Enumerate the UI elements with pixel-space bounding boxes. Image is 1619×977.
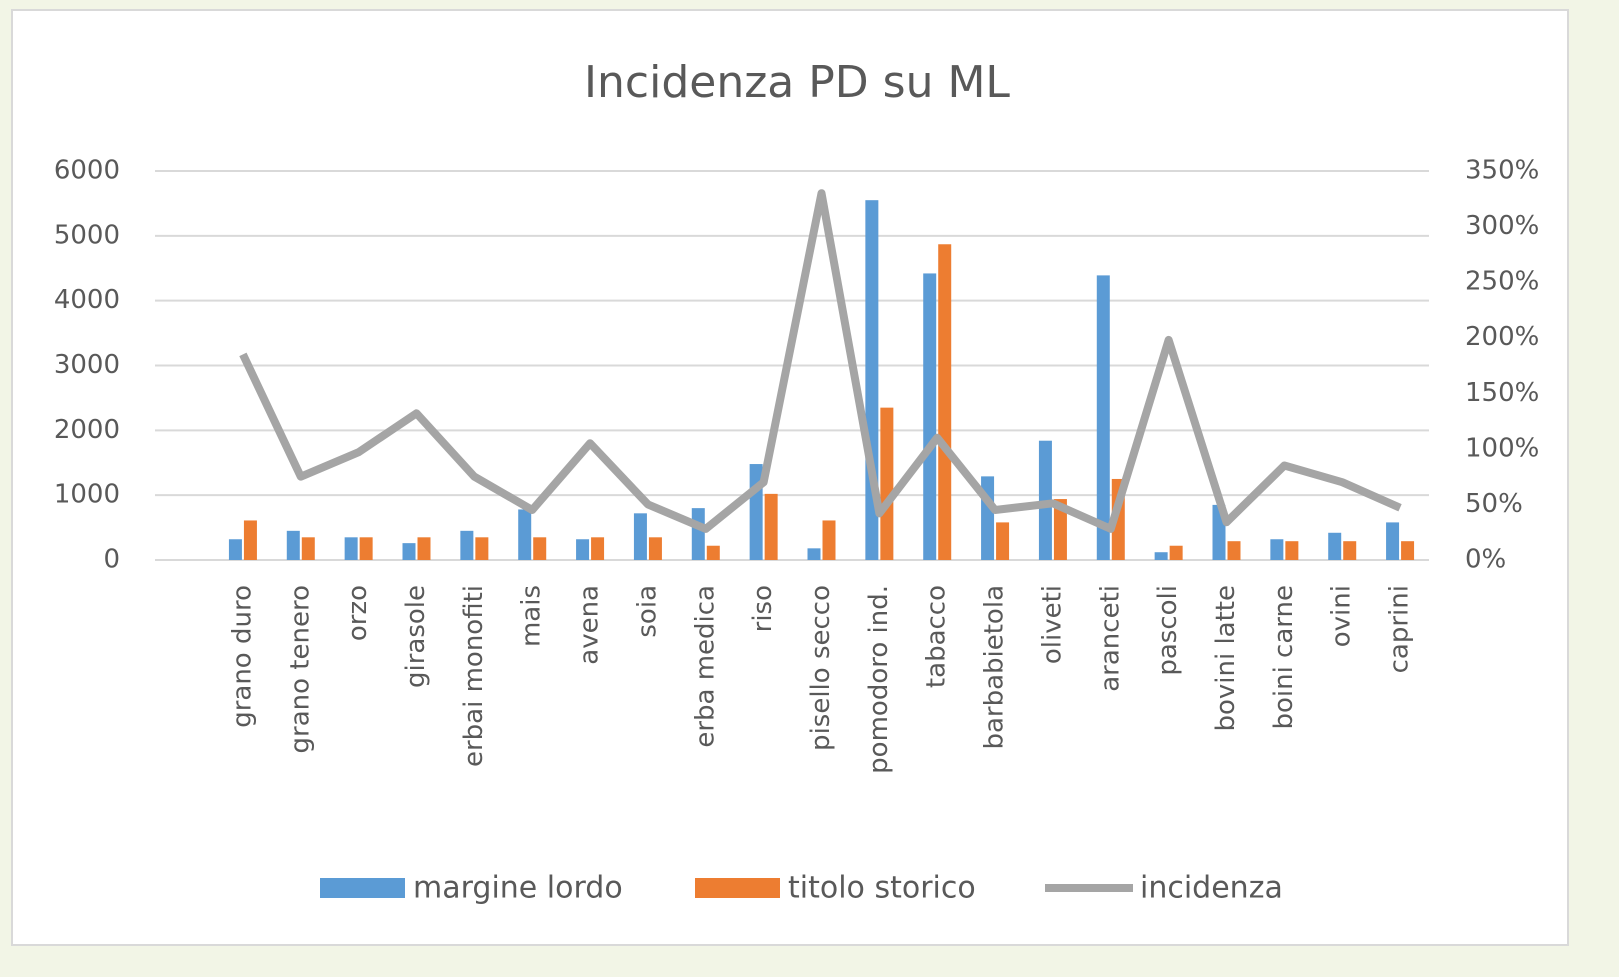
bar — [533, 537, 547, 560]
legend-swatch — [320, 878, 405, 898]
x-tick-label: mais — [517, 585, 547, 647]
bar — [807, 548, 821, 560]
bar — [1328, 532, 1342, 560]
legend-label: margine lordo — [413, 871, 623, 906]
bar — [460, 530, 474, 560]
bar — [228, 539, 242, 560]
x-tick-label: erbai monofiti — [459, 585, 489, 767]
bar — [475, 537, 489, 560]
bar — [764, 493, 778, 560]
bar — [1401, 541, 1415, 560]
y-tick-label: 0 — [103, 545, 120, 575]
y-tick-label: 5000 — [54, 220, 120, 250]
bar — [633, 513, 647, 560]
legend-label: incidenza — [1140, 871, 1283, 906]
bar — [1343, 541, 1357, 560]
bar — [996, 522, 1010, 560]
bar — [691, 508, 705, 560]
y-tick-label: 4000 — [54, 285, 120, 315]
bar — [1386, 522, 1400, 560]
y2-tick-label: 50% — [1465, 489, 1523, 519]
x-tick-label: soia — [632, 585, 662, 638]
bar — [402, 543, 416, 560]
y-tick-label: 3000 — [54, 350, 120, 380]
bar — [648, 537, 662, 560]
x-tick-label: tabacco — [922, 585, 952, 688]
x-tick-label: pascoli — [1153, 585, 1183, 676]
x-tick-label: caprini — [1385, 585, 1415, 673]
x-tick-label: ovini — [1327, 585, 1357, 647]
y2-tick-label: 100% — [1465, 433, 1539, 463]
y2-tick-label: 300% — [1465, 211, 1539, 241]
bar — [880, 407, 894, 560]
bar — [1270, 539, 1284, 560]
chart-title: Incidenza PD su ML — [584, 57, 1010, 108]
x-tick-label: grano tenero — [285, 585, 315, 753]
bar — [344, 537, 358, 560]
y2-tick-label: 350% — [1465, 156, 1539, 186]
y2-tick-label: 150% — [1465, 378, 1539, 408]
bar — [1154, 552, 1168, 560]
bar — [822, 520, 836, 560]
x-tick-label: bovini latte — [1211, 585, 1241, 732]
x-tick-label: grano duro — [227, 585, 257, 728]
x-tick-label: aranceti — [1095, 585, 1125, 692]
bar — [576, 539, 590, 560]
bar — [518, 509, 532, 560]
bar — [286, 530, 300, 560]
y-tick-label: 6000 — [54, 156, 120, 186]
x-tick-label: boini carne — [1269, 585, 1299, 730]
bar — [417, 537, 431, 560]
bar — [1285, 541, 1299, 560]
bar — [301, 537, 315, 560]
y2-tick-label: 250% — [1465, 267, 1539, 297]
legend-swatch — [695, 878, 780, 898]
x-tick-label: pisello secco — [806, 585, 836, 751]
y2-tick-label: 200% — [1465, 322, 1539, 352]
bar — [1096, 275, 1110, 560]
x-tick-label: girasole — [401, 585, 431, 688]
x-tick-label: erba medica — [690, 585, 720, 748]
bar — [243, 520, 257, 560]
bar — [591, 537, 605, 560]
bar — [1227, 541, 1241, 560]
x-tick-label: avena — [575, 585, 605, 665]
x-tick-label: orzo — [343, 585, 373, 641]
x-tick-label: barbabietola — [980, 585, 1010, 750]
bar — [1053, 499, 1067, 560]
bar — [359, 537, 373, 560]
x-tick-label: pomodoro ind. — [864, 585, 894, 774]
bar — [938, 244, 952, 561]
y-tick-label: 2000 — [54, 415, 120, 445]
bar — [706, 545, 720, 560]
bar — [923, 273, 937, 560]
chart-panel — [11, 9, 1569, 946]
legend-label: titolo storico — [788, 871, 976, 906]
y-tick-label: 1000 — [54, 480, 120, 510]
line-series — [239, 189, 1402, 533]
x-tick-label: riso — [748, 585, 778, 632]
x-tick-label: oliveti — [1037, 585, 1067, 664]
y2-tick-label: 0% — [1465, 545, 1506, 575]
bar — [1169, 545, 1183, 560]
